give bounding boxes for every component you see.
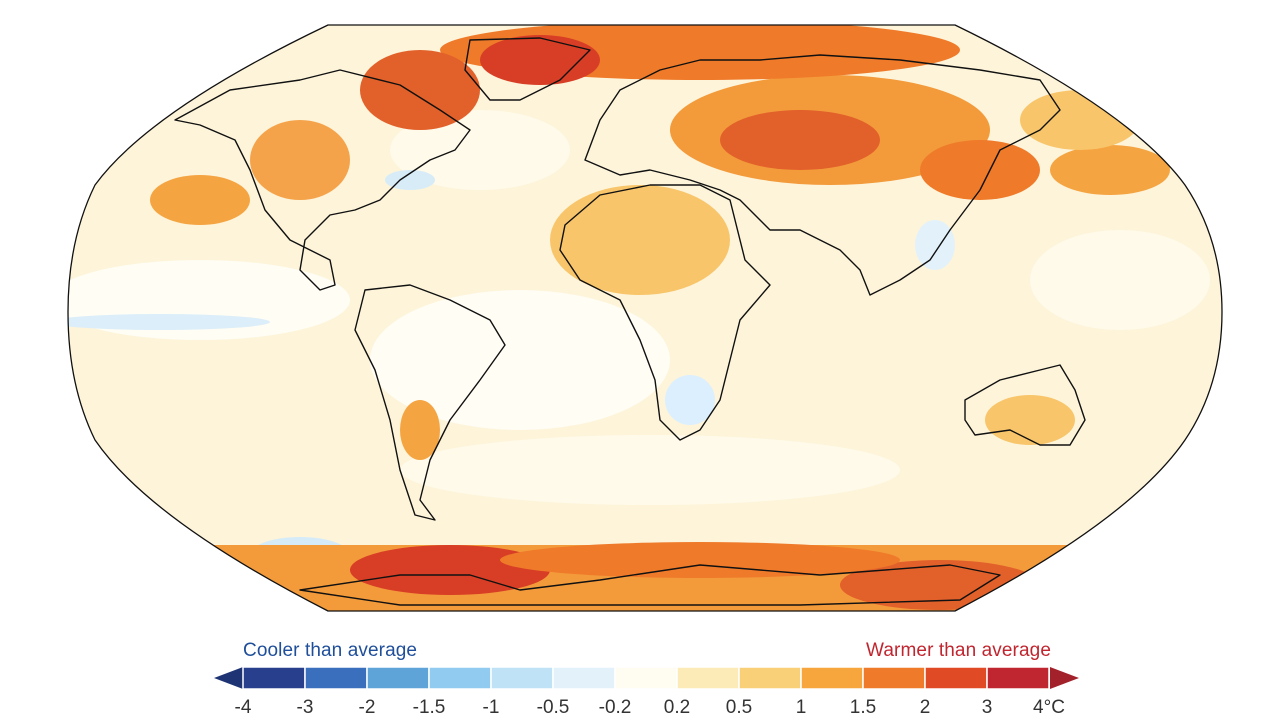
colorbar-bin [552, 666, 616, 690]
warm-patch [350, 545, 550, 595]
colorbar-tick-label: -3 [297, 697, 314, 718]
warm-patch [150, 175, 250, 225]
warm-patch [985, 395, 1075, 445]
colorbar-bin [862, 666, 926, 690]
colorbar-tick-label: -1 [483, 697, 500, 718]
neutral-patch [390, 110, 570, 190]
warm-patch [400, 400, 440, 460]
colorbar-tick-label: 1 [796, 697, 807, 718]
colorbar-bin [304, 666, 368, 690]
coastline-greenland [464, 37, 591, 101]
warm-patch [360, 50, 480, 130]
coastline-antarctica [299, 564, 1001, 606]
warm-patch [250, 120, 350, 200]
globe-outline [67, 24, 1223, 612]
colorbar-bin [366, 666, 430, 690]
coastline-africa [559, 184, 771, 441]
cool-patch [68, 314, 270, 330]
colorbar-tick-label: 3 [982, 697, 993, 718]
coastline-north-america [174, 69, 471, 291]
colorbar-tick-label: 0.5 [726, 697, 752, 718]
colorbar-bin [428, 666, 492, 690]
colorbar-tick-label: -4 [235, 697, 252, 718]
colorbar-bin [924, 666, 988, 690]
coastline-australia [964, 364, 1086, 446]
colorbar-tick-label: -0.5 [537, 697, 570, 718]
neutral-patch [370, 290, 670, 430]
coastline-south-america [354, 284, 506, 521]
colorbar-bin [490, 666, 554, 690]
colorbar-bin [738, 666, 802, 690]
cooler-than-average-label: Cooler than average [243, 640, 418, 661]
colorbar-tick-label: -0.2 [599, 697, 632, 718]
world-temperature-anomaly-map [67, 24, 1223, 612]
colorbar-tick-label: -1.5 [413, 697, 446, 718]
colorbar-tick-label: 4°C [1033, 697, 1065, 718]
neutral-patch [1030, 230, 1210, 330]
warm-patch [720, 110, 880, 170]
warmer-than-average-label: Warmer than average [866, 640, 1051, 661]
colorbar-tick-label: 2 [920, 697, 931, 718]
colorbar-bins [242, 666, 1050, 690]
cool-patch [915, 220, 955, 270]
colorbar-bin [800, 666, 864, 690]
colorbar-high-arrow [1050, 667, 1079, 689]
colorbar-tick-label: -2 [359, 697, 376, 718]
warm-patch [920, 140, 1040, 200]
temperature-colorbar: -4 -3 -2 -1.5 -1 -0.5 -0.2 0.2 0.5 1 1.5 2 3 4°C [214, 666, 1079, 718]
warm-patch [480, 35, 600, 85]
colorbar-bin [242, 666, 306, 690]
warm-patch [500, 542, 900, 578]
coastline-eurasia [584, 54, 1061, 296]
coastlines [174, 37, 1086, 606]
neutral-patch [400, 435, 900, 505]
cool-patch [665, 375, 715, 425]
colorbar-ticks: -4 -3 -2 -1.5 -1 -0.5 -0.2 0.2 0.5 1 1.5 2 3 4°C [235, 697, 1065, 718]
colorbar-bin [986, 666, 1050, 690]
cool-patch [385, 170, 435, 190]
warm-patch [1050, 145, 1170, 195]
warm-patch [550, 185, 730, 295]
warm-patch [1020, 90, 1140, 150]
colorbar-tick-label: 1.5 [850, 697, 876, 718]
colorbar-bin [676, 666, 740, 690]
anomaly-field [68, 25, 1222, 611]
colorbar-bin [614, 666, 678, 690]
colorbar-tick-label: 0.2 [664, 697, 690, 718]
colorbar-low-arrow [214, 667, 243, 689]
